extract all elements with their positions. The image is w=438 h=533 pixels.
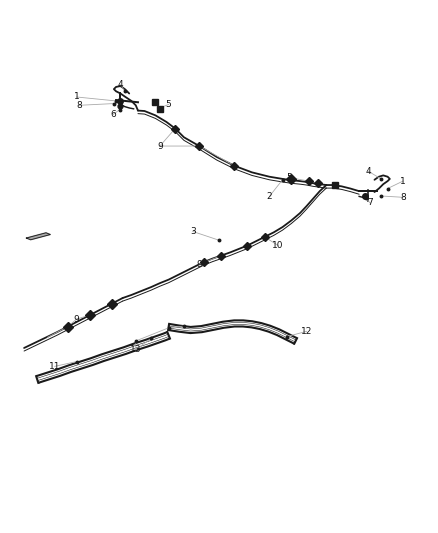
Text: 9: 9 xyxy=(157,142,163,150)
Text: 9: 9 xyxy=(74,314,80,324)
Text: 7: 7 xyxy=(367,198,373,207)
Text: 5: 5 xyxy=(286,173,292,182)
Text: 11: 11 xyxy=(49,362,60,371)
Text: 5: 5 xyxy=(166,100,172,109)
Text: 2: 2 xyxy=(267,192,272,201)
Text: 9: 9 xyxy=(196,260,202,269)
Text: 1: 1 xyxy=(400,176,406,185)
Text: 1: 1 xyxy=(74,93,80,101)
Text: 13: 13 xyxy=(130,345,141,354)
Text: 4: 4 xyxy=(365,166,371,175)
Text: 4: 4 xyxy=(118,80,123,89)
Text: 3: 3 xyxy=(190,227,196,236)
Text: 10: 10 xyxy=(272,241,284,250)
Text: 8: 8 xyxy=(76,101,82,110)
Text: 12: 12 xyxy=(301,327,312,336)
Text: 8: 8 xyxy=(400,193,406,202)
Polygon shape xyxy=(26,233,50,240)
Text: 6: 6 xyxy=(110,110,116,119)
